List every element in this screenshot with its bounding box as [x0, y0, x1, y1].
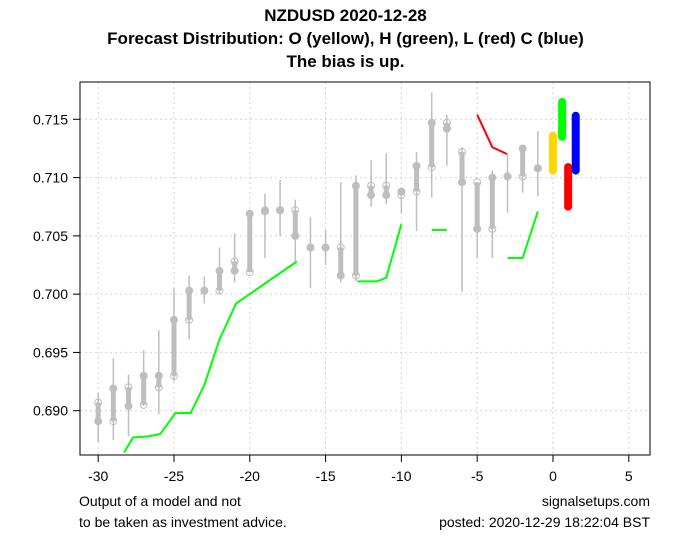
green-line [357, 223, 403, 283]
candle-open-marker [351, 271, 360, 280]
green-line [123, 260, 298, 454]
candle-open-marker [139, 400, 148, 409]
x-tick-label: -20 [240, 468, 260, 484]
candle-open-marker [458, 147, 467, 156]
x-tick-label: 0 [549, 468, 557, 484]
y-tick-label: 0.710 [33, 170, 68, 186]
candle-close-marker [260, 206, 269, 215]
candle-close-marker [245, 209, 254, 218]
candle-close-marker [488, 173, 497, 182]
candle-close-marker [230, 266, 239, 275]
y-tick-label: 0.700 [33, 286, 68, 302]
candle-close-marker [276, 206, 285, 215]
candle-open-marker [109, 417, 118, 426]
candle-close-marker [503, 172, 512, 181]
candle-close-marker [382, 191, 391, 200]
x-tick-label: -25 [164, 468, 184, 484]
candle-close-marker [533, 164, 542, 173]
candle-open-marker [412, 187, 421, 196]
candle-close-marker [124, 402, 133, 411]
candle-close-marker [185, 286, 194, 295]
candle-close-marker [291, 231, 300, 240]
site-name: signalsetups.com [541, 493, 650, 509]
candle-close-marker [154, 371, 163, 380]
candle-close-marker [94, 417, 103, 426]
candle-close-marker [215, 266, 224, 275]
candle-open-marker [488, 224, 497, 233]
posted-timestamp: posted: 2020-12-29 18:22:04 BST [439, 514, 650, 530]
candle-close-marker [458, 178, 467, 187]
x-tick-label: -15 [315, 468, 335, 484]
candle-open-marker [291, 206, 300, 215]
candle-close-marker [109, 384, 118, 393]
candle-open-marker [367, 181, 376, 190]
candle-close-marker [306, 243, 315, 252]
candle-open-marker [215, 286, 224, 295]
y-tick-label: 0.715 [33, 111, 68, 127]
candle-close-marker [412, 161, 421, 170]
y-tick-label: 0.705 [33, 228, 68, 244]
disclaimer-line-1: Output of a model and not [79, 493, 241, 509]
y-tick-label: 0.695 [33, 344, 68, 360]
candle-close-marker [367, 191, 376, 200]
candle-open-marker [124, 383, 133, 392]
candle-close-marker [473, 224, 482, 233]
candle-close-marker [200, 286, 209, 295]
candle-close-marker [518, 144, 527, 153]
candle-open-marker [154, 383, 163, 392]
candle-open-marker [518, 172, 527, 181]
candle-close-marker [321, 243, 330, 252]
candle-close-marker [397, 187, 406, 196]
x-tick-label: 5 [625, 468, 633, 484]
candle-close-marker [442, 124, 451, 133]
candle-close-marker [169, 315, 178, 324]
candle-close-marker [336, 271, 345, 280]
candle-open-marker [245, 267, 254, 276]
candle-close-marker [427, 118, 436, 127]
candle-open-marker [427, 163, 436, 172]
x-tick-label: -10 [391, 468, 411, 484]
candle-open-marker [94, 398, 103, 407]
x-tick-label: -5 [471, 468, 484, 484]
plot-border [79, 81, 651, 456]
chart-subtitle: Forecast Distribution: O (yellow), H (gr… [107, 29, 584, 48]
disclaimer-line-2: to be taken as investment advice. [79, 514, 287, 530]
candle-open-marker [230, 257, 239, 266]
y-tick-label: 0.690 [33, 403, 68, 419]
candle-open-marker [169, 371, 178, 380]
candle-open-marker [473, 178, 482, 187]
chart-bias-text: The bias is up. [286, 52, 405, 71]
candle-open-marker [336, 243, 345, 252]
x-tick-label: -30 [88, 468, 108, 484]
chart-title: NZDUSD 2020-12-28 [264, 6, 427, 25]
green-line [507, 211, 539, 260]
red-line [476, 114, 508, 156]
candle-close-marker [351, 181, 360, 190]
candle-open-marker [382, 181, 391, 190]
candle-close-marker [139, 371, 148, 380]
candle-open-marker [185, 315, 194, 324]
